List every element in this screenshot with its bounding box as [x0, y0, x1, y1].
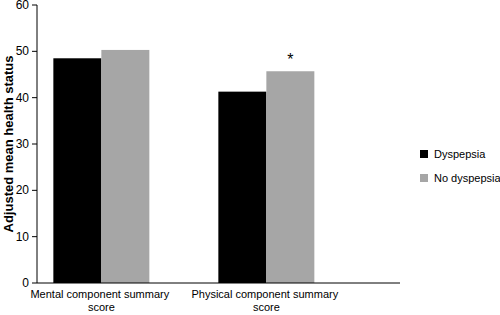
label-line: score — [88, 301, 115, 313]
legend-label: No dyspepsia — [434, 172, 500, 184]
y-tick-label: 50 — [16, 44, 30, 58]
label-line: Mental component summary — [30, 288, 172, 300]
bar — [101, 50, 149, 283]
legend-label: Dyspepsia — [434, 148, 486, 160]
y-tick-label: 10 — [16, 230, 30, 244]
x-tick-label: Physical component summary score — [191, 288, 341, 313]
legend-swatch — [420, 150, 428, 158]
y-tick-label: 20 — [16, 183, 30, 197]
annotation: * — [287, 51, 293, 68]
bar — [218, 92, 266, 283]
x-tick-label: Mental component summary score — [30, 288, 172, 313]
legend-swatch — [420, 174, 428, 182]
y-tick-label: 0 — [22, 276, 29, 290]
y-tick-label: 60 — [16, 0, 30, 12]
y-tick — [32, 5, 37, 6]
y-tick — [32, 144, 37, 145]
y-tick-label: 40 — [16, 91, 30, 105]
y-tick — [32, 236, 37, 237]
y-tick — [32, 190, 37, 191]
label-line: Physical component summary — [191, 288, 341, 300]
y-tick — [32, 97, 37, 98]
bars — [53, 50, 314, 283]
bar — [266, 71, 314, 283]
y-tick — [32, 51, 37, 52]
chart: 0 10 20 30 40 50 60 Adjusted mean health status… — [0, 0, 500, 315]
y-tick-label: 30 — [16, 137, 30, 151]
x-axis — [37, 283, 400, 284]
y-axis-label: Adjusted mean health status — [1, 56, 16, 233]
bar — [53, 58, 101, 283]
y-tick — [32, 283, 37, 284]
label-line: score — [253, 301, 280, 313]
